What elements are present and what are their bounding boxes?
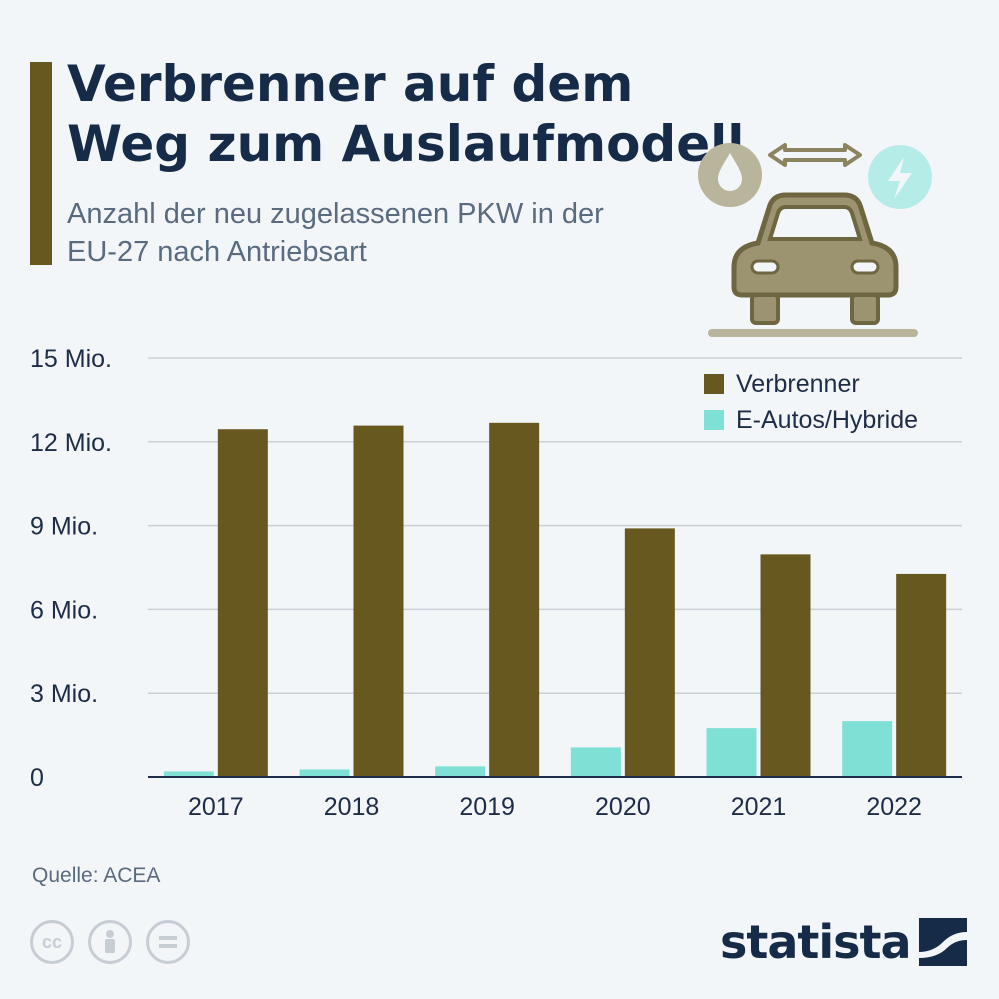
bar-e-autos-2018: [299, 769, 350, 777]
bar-verbrenner-2022: [896, 573, 947, 777]
brand-name: statista: [720, 915, 912, 969]
car-illustration: [698, 143, 932, 337]
bar-e-autos-2019: [435, 766, 486, 777]
nd-icon[interactable]: [146, 920, 190, 964]
bar-chart: 0 3 Mio. 6 Mio. 9 Mio. 12 Mio. 15 Mio. 2017 201…: [30, 345, 962, 821]
y-tick-label: 6 Mio.: [30, 596, 98, 624]
bar-verbrenner-2021: [760, 554, 811, 777]
page-subtitle: Anzahl der neu zugelassenen PKW in der E…: [67, 198, 604, 268]
road-line: [708, 329, 918, 337]
license-icons: cc: [30, 920, 204, 964]
x-tick-label: 2020: [595, 793, 651, 821]
x-tick-label: 2018: [324, 793, 380, 821]
y-tick-label: 15 Mio.: [30, 345, 112, 373]
source-note: Quelle: ACEA: [32, 864, 161, 887]
page-title: Verbrenner auf dem Weg zum Auslaufmodell: [67, 55, 745, 173]
bar-e-autos-2020: [570, 747, 621, 777]
legend-swatch-verbrenner: [704, 374, 724, 394]
legend-item-e-autos: E-Autos/Hybride: [704, 402, 918, 438]
statista-logo-icon: [918, 918, 967, 966]
cc-icon[interactable]: cc: [30, 920, 74, 964]
swap-arrow-icon: [768, 143, 862, 167]
statista-brand[interactable]: statista: [720, 915, 967, 969]
legend-item-verbrenner: Verbrenner: [704, 366, 918, 402]
legend-label-verbrenner: Verbrenner: [736, 369, 860, 398]
y-tick-label: 0: [30, 764, 44, 792]
bar-verbrenner-2019: [489, 422, 540, 777]
y-tick-label: 3 Mio.: [30, 680, 98, 708]
bar-verbrenner-2017: [217, 429, 268, 777]
chart-legend: Verbrenner E-Autos/Hybride: [704, 366, 918, 438]
bar-e-autos-2021: [706, 728, 757, 777]
title-accent-bar: [30, 62, 52, 265]
bar-verbrenner-2018: [353, 425, 404, 777]
bar-e-autos-2022: [842, 721, 893, 777]
legend-swatch-e-autos: [704, 410, 724, 430]
x-tick-label: 2021: [731, 793, 787, 821]
car-icon: [731, 192, 899, 325]
x-tick-label: 2022: [866, 793, 922, 821]
bar-e-autos-2017: [163, 771, 214, 777]
y-tick-label: 12 Mio.: [30, 429, 112, 457]
by-icon[interactable]: [88, 920, 132, 964]
legend-label-e-autos: E-Autos/Hybride: [736, 405, 919, 434]
x-tick-label: 2017: [188, 793, 244, 821]
bar-verbrenner-2020: [624, 528, 675, 777]
x-tick-label: 2019: [459, 793, 515, 821]
y-tick-label: 9 Mio.: [30, 513, 98, 541]
